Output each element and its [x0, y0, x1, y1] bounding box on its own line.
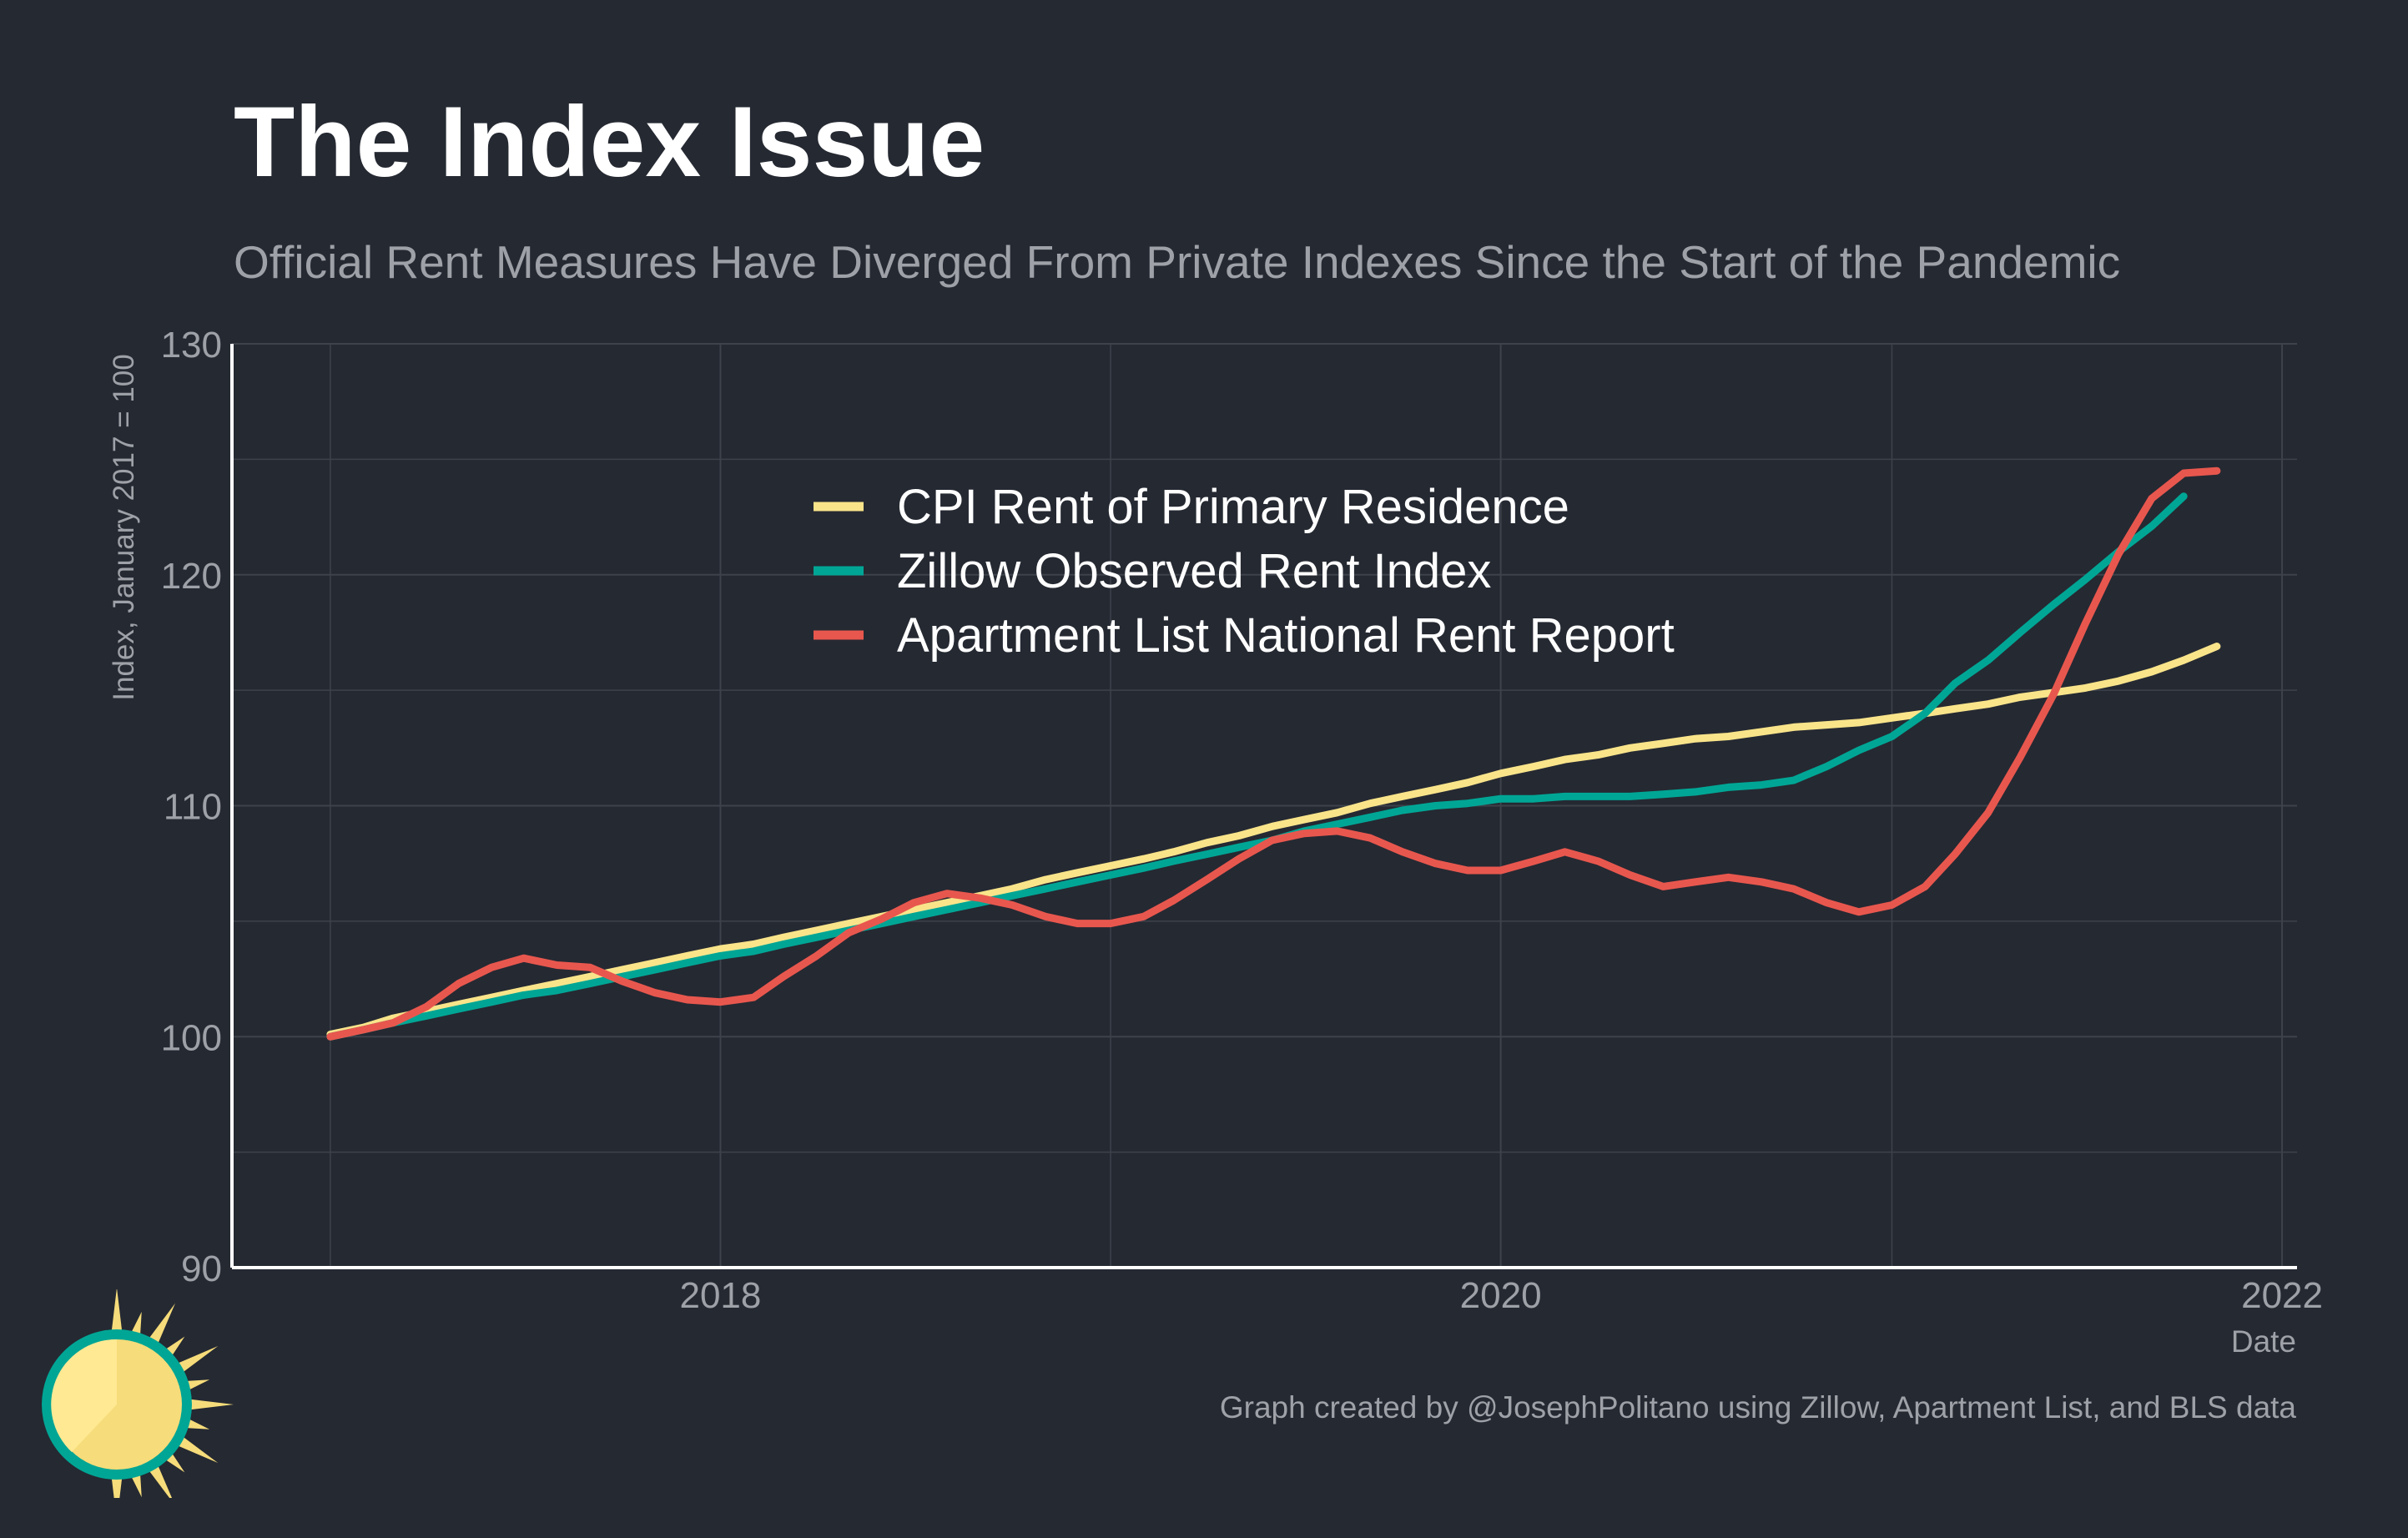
x-tick-labels: 2018 2020 2022: [679, 1275, 2323, 1316]
y-tick-label: 100: [161, 1017, 222, 1058]
y-tick-labels: 90 100 110 120 130: [161, 325, 222, 1289]
y-tick-label: 90: [181, 1248, 222, 1289]
chart-subtitle: Official Rent Measures Have Diverged Fro…: [234, 236, 2121, 288]
y-tick-label: 120: [161, 556, 222, 597]
axes: [230, 344, 2297, 1269]
legend: CPI Rent of Primary Residence Zillow Obse…: [814, 480, 1675, 663]
y-axis-label: Index, January 2017 = 100: [108, 354, 140, 700]
legend-label: Zillow Observed Rent Index: [897, 544, 1491, 598]
x-tick-label: 2022: [2241, 1275, 2323, 1316]
x-axis-label: Date: [2231, 1324, 2296, 1359]
series-lines: [326, 466, 2221, 1041]
y-tick-label: 130: [161, 325, 222, 366]
sun-logo-icon: [42, 1289, 234, 1498]
x-tick-label: 2018: [679, 1275, 761, 1316]
series-line-2: [326, 466, 2221, 1041]
series-line-0: [326, 643, 2221, 1038]
grid-lines: [232, 343, 2297, 1268]
legend-label: CPI Rent of Primary Residence: [897, 480, 1569, 534]
source-caption: Graph created by @JosephPolitano using Z…: [1219, 1390, 2296, 1425]
series-line-1: [326, 492, 2188, 1041]
legend-label: Apartment List National Rent Report: [897, 608, 1675, 663]
x-tick-label: 2020: [1460, 1275, 1542, 1316]
y-tick-label: 110: [164, 787, 222, 828]
chart-title: The Index Issue: [234, 86, 985, 198]
